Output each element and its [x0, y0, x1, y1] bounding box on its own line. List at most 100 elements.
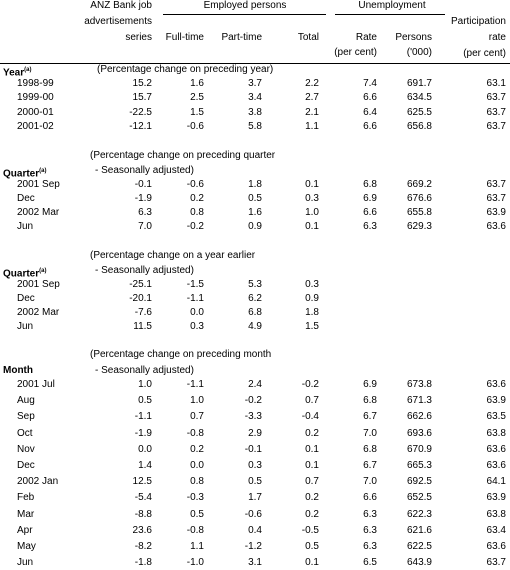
- cell-value: 6.3: [363, 524, 377, 536]
- column-header: ANZ Bank job: [90, 0, 152, 11]
- cell-value: 6.2: [248, 293, 262, 304]
- cell-value: 656.8: [406, 120, 432, 132]
- column-header: rate: [488, 32, 506, 43]
- cell-value: -0.1: [244, 443, 262, 455]
- cell-value: 63.6: [486, 221, 506, 232]
- cell-value: -8.8: [134, 508, 152, 520]
- row-label: Apr: [17, 524, 33, 536]
- cell-value: 3.1: [248, 557, 262, 569]
- cell-value: -5.4: [134, 492, 152, 504]
- cell-value: 1.0: [190, 395, 204, 407]
- cell-value: 1.0: [305, 207, 319, 218]
- row-label: May: [17, 541, 36, 552]
- cell-value: 0.8: [190, 207, 204, 218]
- cell-value: 0.0: [190, 460, 204, 471]
- cell-value: 0.2: [190, 443, 204, 455]
- cell-value: 6.5: [363, 557, 377, 569]
- cell-value: -1.9: [134, 193, 152, 204]
- row-label: Oct: [17, 427, 33, 439]
- cell-value: 671.3: [406, 395, 432, 407]
- cell-value: 2.1: [305, 106, 319, 118]
- cell-value: -1.1: [186, 293, 204, 304]
- column-header: Part-time: [221, 32, 262, 43]
- section-note: - Seasonally adjusted): [95, 165, 194, 176]
- cell-value: 6.6: [363, 207, 377, 218]
- cell-value: 5.3: [248, 279, 262, 290]
- employed-rule: [163, 14, 326, 15]
- row-label: 1998-99: [17, 78, 54, 89]
- cell-value: 63.4: [486, 524, 506, 536]
- cell-value: 63.7: [486, 193, 506, 204]
- cell-value: 662.6: [406, 411, 432, 423]
- cell-value: 6.3: [138, 207, 152, 218]
- section-note: (Percentage change on preceding quarter: [90, 150, 276, 161]
- cell-value: 3.4: [248, 92, 262, 104]
- row-label: Mar: [17, 508, 35, 520]
- row-label: Jun: [17, 557, 34, 569]
- cell-value: 625.5: [406, 106, 432, 118]
- cell-value: -0.1: [134, 179, 152, 190]
- cell-value: 0.5: [190, 508, 204, 520]
- cell-value: 6.7: [363, 411, 377, 423]
- cell-value: 622.5: [406, 541, 432, 552]
- cell-value: 63.8: [486, 508, 506, 520]
- cell-value: 63.7: [486, 92, 506, 104]
- cell-value: 692.5: [406, 476, 432, 488]
- cell-value: -0.8: [186, 524, 204, 536]
- cell-value: -1.8: [134, 557, 152, 569]
- cell-value: 2.7: [305, 92, 319, 104]
- cell-value: 5.8: [248, 120, 262, 132]
- cell-value: -0.6: [186, 120, 204, 132]
- row-label: Dec: [17, 193, 35, 204]
- cell-value: 3.8: [248, 106, 262, 118]
- cell-value: 1.5: [305, 321, 319, 332]
- cell-value: 0.1: [305, 557, 319, 569]
- cell-value: 0.3: [305, 279, 319, 290]
- cell-value: 6.6: [363, 120, 377, 132]
- row-label: Feb: [17, 492, 35, 504]
- cell-value: 1.5: [190, 106, 204, 118]
- cell-value: 15.2: [132, 78, 152, 89]
- section-note: - Seasonally adjusted): [95, 365, 194, 376]
- cell-value: 665.3: [406, 460, 432, 471]
- column-header: (per cent): [463, 48, 506, 59]
- cell-value: -3.3: [244, 411, 262, 423]
- cell-value: 2.4: [248, 379, 262, 390]
- cell-value: 15.7: [132, 92, 152, 104]
- cell-value: 6.3: [363, 221, 377, 232]
- cell-value: -8.2: [134, 541, 152, 552]
- cell-value: 6.3: [363, 508, 377, 520]
- header-rule: [0, 63, 510, 64]
- cell-value: 7.0: [138, 221, 152, 232]
- cell-value: -25.1: [129, 279, 152, 290]
- column-header: Total: [297, 32, 319, 43]
- cell-value: 0.8: [190, 476, 204, 488]
- cell-value: 63.7: [486, 120, 506, 132]
- cell-value: 6.9: [363, 379, 377, 390]
- footnote-marker: (a): [39, 168, 47, 174]
- cell-value: -20.1: [129, 293, 152, 304]
- cell-value: 0.7: [305, 476, 319, 488]
- section-label: Month: [3, 365, 33, 376]
- cell-value: 0.9: [248, 221, 262, 232]
- cell-value: -0.3: [186, 492, 204, 504]
- cell-value: 0.2: [305, 427, 319, 439]
- row-label: 2001 Sep: [17, 179, 60, 190]
- cell-value: 7.0: [363, 427, 377, 439]
- cell-value: 64.1: [486, 476, 506, 488]
- cell-value: 0.3: [190, 321, 204, 332]
- cell-value: 63.7: [486, 179, 506, 190]
- cell-value: 0.3: [248, 460, 262, 471]
- column-header: Rate: [355, 32, 377, 43]
- cell-value: 0.1: [305, 443, 319, 455]
- cell-value: 6.8: [363, 179, 377, 190]
- cell-value: 2.5: [190, 92, 204, 104]
- cell-value: 629.3: [406, 221, 432, 232]
- cell-value: 63.7: [486, 106, 506, 118]
- row-label: Dec: [17, 460, 35, 471]
- cell-value: 0.5: [138, 395, 152, 407]
- row-label: 2001 Jul: [17, 379, 55, 390]
- cell-value: 12.5: [132, 476, 152, 488]
- cell-value: 652.5: [406, 492, 432, 504]
- row-label: Jun: [17, 221, 34, 232]
